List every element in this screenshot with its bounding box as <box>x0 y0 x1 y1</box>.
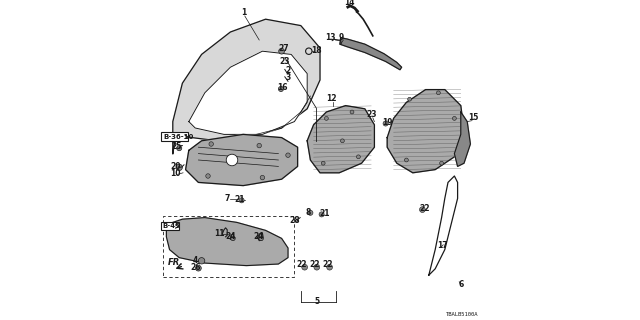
Text: 18: 18 <box>311 46 321 55</box>
Text: 24: 24 <box>226 232 236 241</box>
Circle shape <box>319 212 324 217</box>
Circle shape <box>356 155 360 159</box>
Text: 7: 7 <box>225 194 230 203</box>
Text: 17: 17 <box>437 241 447 250</box>
Text: 3: 3 <box>285 73 291 82</box>
Text: 16: 16 <box>277 83 287 92</box>
Circle shape <box>420 207 425 212</box>
Text: 2: 2 <box>285 66 291 75</box>
Polygon shape <box>186 134 298 186</box>
Text: 1: 1 <box>241 8 246 17</box>
Circle shape <box>302 264 307 270</box>
Text: 9: 9 <box>338 33 344 42</box>
FancyBboxPatch shape <box>161 132 188 141</box>
Text: B-36-10: B-36-10 <box>164 134 194 140</box>
Circle shape <box>324 116 328 120</box>
Text: 6: 6 <box>459 280 464 289</box>
Circle shape <box>452 116 456 120</box>
Circle shape <box>278 86 284 92</box>
Text: 15: 15 <box>468 113 478 122</box>
Text: FR.: FR. <box>168 258 183 267</box>
Text: 19: 19 <box>383 118 393 127</box>
Text: 14: 14 <box>344 0 355 7</box>
Polygon shape <box>454 112 470 166</box>
Circle shape <box>285 153 291 157</box>
Polygon shape <box>166 218 288 266</box>
Circle shape <box>408 97 412 101</box>
Circle shape <box>239 198 244 203</box>
Text: 27: 27 <box>279 44 289 53</box>
Text: 21: 21 <box>319 209 330 218</box>
Polygon shape <box>340 38 402 70</box>
Circle shape <box>257 143 262 148</box>
Circle shape <box>259 236 264 241</box>
Text: 22: 22 <box>297 260 307 269</box>
Text: 25: 25 <box>172 142 182 151</box>
Circle shape <box>198 258 205 264</box>
Text: 22: 22 <box>420 204 430 213</box>
Circle shape <box>340 139 344 143</box>
Text: 21: 21 <box>235 195 245 204</box>
Circle shape <box>383 121 388 126</box>
Circle shape <box>314 264 320 270</box>
Circle shape <box>231 236 236 241</box>
Text: 23: 23 <box>280 57 290 66</box>
Circle shape <box>260 175 265 180</box>
Text: 26: 26 <box>190 263 200 272</box>
Text: 20: 20 <box>170 162 180 171</box>
Circle shape <box>206 174 210 178</box>
Circle shape <box>321 161 325 165</box>
Circle shape <box>404 158 408 162</box>
Circle shape <box>227 154 238 166</box>
Circle shape <box>176 164 182 171</box>
Text: 28: 28 <box>289 216 300 225</box>
Text: 22: 22 <box>322 260 333 269</box>
Text: 22: 22 <box>309 260 320 269</box>
Circle shape <box>350 110 354 114</box>
Polygon shape <box>189 51 307 134</box>
FancyBboxPatch shape <box>161 222 179 230</box>
Text: 12: 12 <box>326 94 337 103</box>
Text: B-45: B-45 <box>163 223 180 229</box>
Circle shape <box>327 264 333 270</box>
Circle shape <box>436 91 440 95</box>
Polygon shape <box>387 90 464 173</box>
Circle shape <box>177 146 182 151</box>
Text: TBALB5100A: TBALB5100A <box>446 312 479 317</box>
Text: 24: 24 <box>253 232 264 241</box>
Text: 23: 23 <box>366 110 376 119</box>
Circle shape <box>209 142 214 146</box>
Text: 5: 5 <box>314 297 319 306</box>
Text: 8: 8 <box>305 208 310 217</box>
Text: 10: 10 <box>170 169 180 178</box>
Text: 13: 13 <box>326 33 336 42</box>
Polygon shape <box>307 106 374 173</box>
Polygon shape <box>173 19 320 154</box>
Circle shape <box>440 161 444 165</box>
Circle shape <box>308 210 313 215</box>
Text: 4: 4 <box>193 256 198 265</box>
Circle shape <box>279 48 285 54</box>
Circle shape <box>196 265 201 271</box>
Text: 11: 11 <box>214 229 225 238</box>
